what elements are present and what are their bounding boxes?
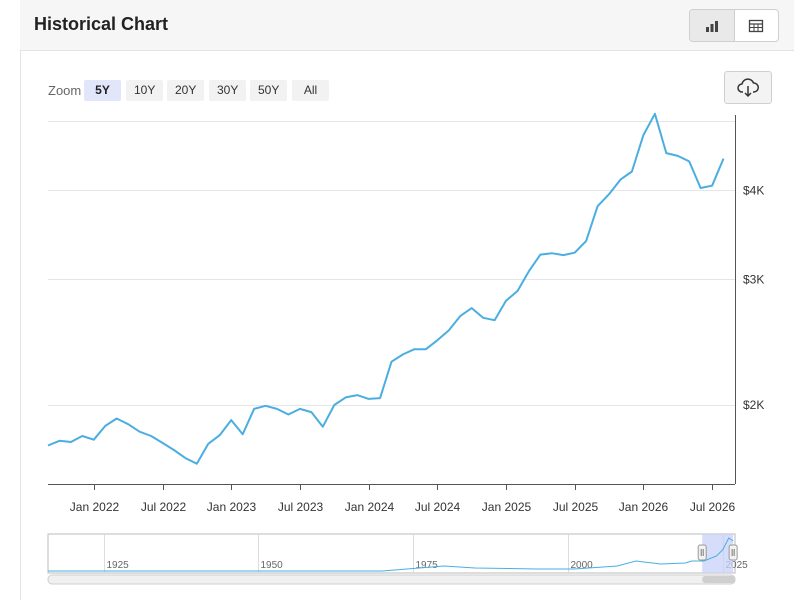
table-icon bbox=[748, 19, 764, 32]
x-tick-label: Jul 2026 bbox=[690, 500, 736, 514]
zoom-30y-button[interactable]: 30Y bbox=[209, 80, 246, 101]
x-tick-label: Jan 2025 bbox=[482, 500, 532, 514]
zoom-5y-button[interactable]: 5Y bbox=[84, 80, 121, 101]
download-button[interactable] bbox=[724, 71, 772, 104]
page-title: Historical Chart bbox=[34, 14, 169, 34]
y-tick-label: $4K bbox=[743, 183, 764, 197]
zoom-50y-button[interactable]: 50Y bbox=[250, 80, 287, 101]
table-view-button[interactable] bbox=[734, 10, 778, 41]
navigator-frame bbox=[47, 533, 736, 574]
y-tick-label: $3K bbox=[743, 272, 764, 286]
x-tick-label: Jan 2024 bbox=[345, 500, 395, 514]
navigator-tick-label: 1925 bbox=[107, 560, 130, 571]
navigator-tick-label: 1975 bbox=[416, 560, 439, 571]
navigator-selection bbox=[702, 534, 734, 573]
navigator-left-handle[interactable] bbox=[697, 544, 707, 561]
x-tick-label: Jul 2024 bbox=[415, 500, 461, 514]
zoom-10y-button[interactable]: 10Y bbox=[126, 80, 163, 101]
navigator-series-line bbox=[48, 537, 734, 572]
y-tick-label: $2K bbox=[743, 398, 764, 412]
price-series-line bbox=[47, 112, 725, 465]
bar-chart-icon bbox=[706, 20, 718, 32]
navigator-tick-label: 2000 bbox=[571, 560, 594, 571]
x-tick-label: Jan 2022 bbox=[70, 500, 120, 514]
navigator-scrollbar-thumb[interactable] bbox=[702, 576, 736, 583]
zoom-label: Zoom bbox=[48, 83, 82, 98]
navigator-right-handle[interactable] bbox=[728, 544, 738, 561]
x-tick-label: Jul 2025 bbox=[553, 500, 599, 514]
navigator-scrollbar-track[interactable] bbox=[47, 574, 736, 585]
cloud-download-icon bbox=[737, 77, 759, 97]
zoom-20y-button[interactable]: 20Y bbox=[167, 80, 204, 101]
chart-view-button[interactable] bbox=[690, 10, 735, 41]
x-tick-label: Jul 2023 bbox=[278, 500, 324, 514]
navigator-tick-label: 2025 bbox=[726, 560, 749, 571]
x-tick-label: Jul 2022 bbox=[141, 500, 187, 514]
x-tick-label: Jan 2026 bbox=[619, 500, 669, 514]
navigator-tick-label: 1950 bbox=[261, 560, 284, 571]
zoom-all-button[interactable]: All bbox=[292, 80, 329, 101]
view-toggle bbox=[689, 9, 779, 42]
chart-header bbox=[20, 0, 794, 51]
x-tick-label: Jan 2023 bbox=[207, 500, 257, 514]
